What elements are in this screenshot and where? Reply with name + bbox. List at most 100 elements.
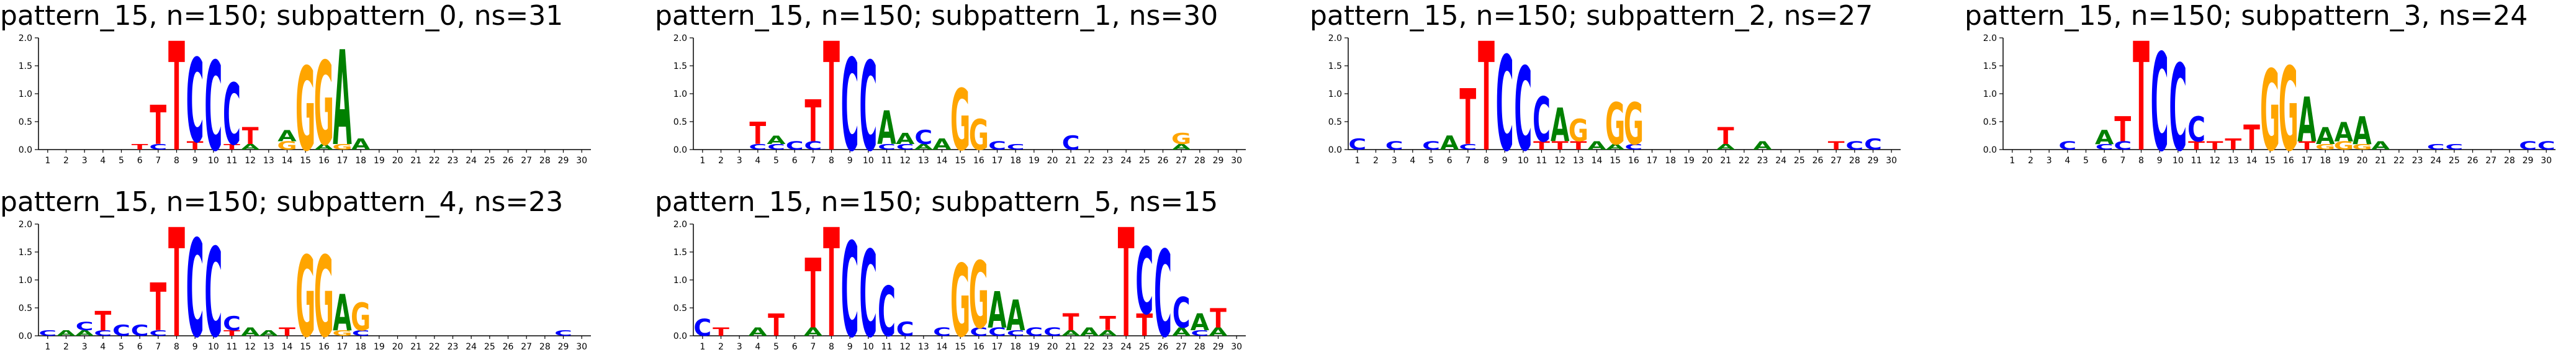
logo-letter-A: A	[2316, 123, 2335, 150]
panel-title-part: pattern_15, n=150;	[0, 0, 268, 32]
logo-letter-T: T	[1478, 11, 1495, 186]
logo-letter-C: C	[767, 143, 785, 151]
logo-letter-A: A	[2095, 127, 2114, 149]
x-tick-label: 22	[429, 342, 440, 352]
logo-letter-T: T	[132, 143, 148, 151]
logo-letter-A: A	[241, 326, 260, 339]
panel-title: pattern_15, n=150; subpattern_1, ns=30	[655, 0, 1227, 32]
y-tick-label: 1.5	[673, 248, 687, 258]
logo-letter-A: A	[1080, 326, 1099, 339]
x-tick-label: 6	[792, 342, 798, 352]
logo-letter-T: T	[1136, 308, 1153, 344]
logo-letter-C: C	[1025, 326, 1043, 339]
x-tick-label: 21	[410, 156, 421, 166]
x-tick-label: 8	[174, 156, 179, 166]
logo-letter-C: C	[1533, 84, 1551, 156]
x-tick-label: 20	[1047, 342, 1058, 352]
x-tick-label: 19	[1029, 342, 1040, 352]
y-tick-label: 0.5	[673, 304, 687, 313]
logo-letter-G: G	[314, 37, 334, 171]
x-tick-label: 14	[282, 156, 293, 166]
logo-panel: pattern_15, n=150; subpattern_5, ns=15 0.0…	[655, 186, 1288, 360]
x-tick-label: 20	[392, 342, 403, 352]
x-tick-label: 1	[700, 156, 705, 166]
y-tick-label: 1.0	[1983, 89, 1997, 99]
logo-letter-G: G	[332, 143, 352, 151]
panel-title: pattern_15, n=150; subpattern_5, ns=15	[655, 186, 1227, 218]
logo-letter-C: C	[1422, 140, 1440, 153]
x-tick-label: 13	[263, 156, 274, 166]
y-tick-label: 1.5	[673, 61, 687, 71]
x-tick-label: 16	[2283, 156, 2294, 166]
x-tick-label: 21	[410, 342, 421, 352]
logo-letter-A: A	[1716, 143, 1736, 151]
x-tick-label: 27	[521, 342, 532, 352]
logo-letter-C: C	[554, 329, 572, 338]
logo-letter-C: C	[2151, 25, 2169, 182]
y-tick-label: 0.5	[1983, 117, 1997, 127]
x-tick-label: 7	[810, 342, 816, 352]
x-tick-label: 6	[2102, 156, 2107, 166]
x-tick-label: 29	[1213, 342, 1224, 352]
logo-panel: pattern_15, n=150; subpattern_2, ns=27 0.0…	[1310, 0, 1943, 185]
x-tick-label: 10	[1518, 156, 1529, 166]
logo-letter-T: T	[1459, 73, 1476, 162]
panel-title-part: subpattern_4, ns=23	[276, 186, 564, 218]
x-tick-label: 8	[174, 342, 179, 352]
x-tick-label: 11	[227, 342, 238, 352]
x-tick-label: 9	[1502, 156, 1508, 166]
x-tick-label: 28	[539, 342, 551, 352]
logo-letter-A: A	[2335, 117, 2353, 148]
x-tick-label: 7	[155, 342, 161, 352]
x-tick-label: 1	[45, 342, 50, 352]
x-tick-label: 26	[1813, 156, 1824, 166]
logo-letter-G: G	[2352, 143, 2372, 151]
y-tick-label: 1.0	[19, 89, 32, 99]
y-tick-label: 1.0	[673, 276, 687, 286]
y-tick-label: 1.5	[19, 61, 32, 71]
logo-letter-G: G	[332, 329, 352, 338]
x-tick-label: 3	[2047, 156, 2052, 166]
x-tick-label: 24	[466, 156, 477, 166]
x-tick-label: 15	[955, 342, 966, 352]
x-tick-label: 25	[1794, 156, 1805, 166]
y-tick-label: 2.0	[673, 220, 687, 230]
x-tick-label: 3	[737, 156, 742, 166]
logo-letter-T: T	[823, 11, 840, 186]
logo-letter-C: C	[841, 215, 859, 360]
x-tick-label: 15	[955, 156, 966, 166]
y-tick-label: 0.0	[19, 331, 32, 341]
logo-letter-A: A	[767, 134, 786, 147]
logo-letter-T: T	[2133, 11, 2150, 186]
logo-letter-T: T	[1063, 309, 1079, 336]
x-tick-label: 6	[137, 342, 143, 352]
x-tick-label: 30	[576, 156, 587, 166]
x-tick-label: 25	[1139, 342, 1150, 352]
logo-letter-A: A	[1753, 140, 1772, 153]
x-tick-label: 26	[2467, 156, 2479, 166]
logo-letter-A: A	[1061, 329, 1081, 338]
x-tick-label: 28	[539, 156, 551, 166]
logo-letter-T: T	[223, 143, 240, 151]
logo-letter-A: A	[1606, 143, 1625, 151]
x-tick-label: 2	[2028, 156, 2033, 166]
x-tick-label: 25	[484, 342, 495, 352]
logo-letter-C: C	[2445, 143, 2463, 151]
x-tick-label: 2	[63, 342, 69, 352]
x-tick-label: 19	[374, 342, 385, 352]
logo-panel: pattern_15, n=150; subpattern_0, ns=31 0.0…	[0, 0, 633, 185]
logo-letter-C: C	[38, 329, 56, 338]
logo-letter-G: G	[1605, 91, 1625, 158]
logo-letter-G: G	[1569, 113, 1588, 149]
x-tick-label: 22	[1739, 156, 1750, 166]
x-tick-label: 9	[192, 342, 198, 352]
x-tick-label: 28	[1194, 156, 1205, 166]
logo-letter-C: C	[2114, 140, 2132, 153]
logo-letter-C: C	[1173, 289, 1191, 338]
x-tick-label: 1	[45, 156, 50, 166]
x-tick-label: 6	[792, 156, 798, 166]
x-tick-label: 16	[973, 342, 984, 352]
x-tick-label: 27	[1831, 156, 1842, 166]
logo-letter-C: C	[2427, 143, 2445, 151]
